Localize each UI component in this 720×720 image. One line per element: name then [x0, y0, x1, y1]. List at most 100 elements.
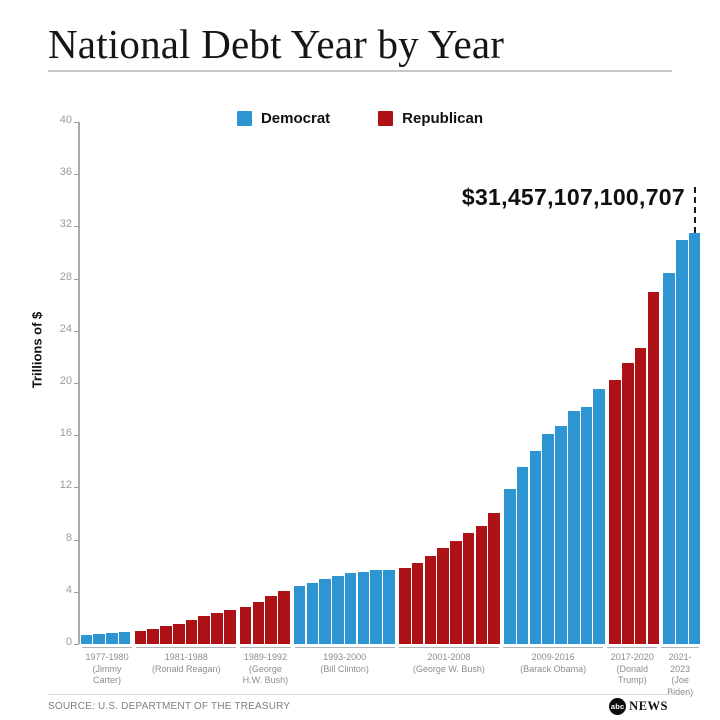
- bar-2011: [529, 451, 542, 644]
- bar-1978: [93, 633, 105, 644]
- y-tick-label-16: 16: [59, 427, 72, 440]
- bar-2014: [567, 411, 580, 644]
- y-tick-mark-20: [74, 383, 79, 384]
- bar-group-1993-2000: [293, 122, 395, 644]
- legend-item-democrat: Democrat: [236, 110, 330, 127]
- y-tick-label-8: 8: [65, 531, 72, 544]
- y-tick-mark-36: [74, 174, 79, 176]
- y-tick-label-20: 20: [59, 375, 72, 387]
- bar-1996: [332, 575, 344, 644]
- era-years: 2017-2020: [610, 652, 654, 662]
- era-years: 2009-2016: [531, 652, 575, 662]
- y-tick-label-0: 0: [65, 636, 72, 648]
- y-tick-label-28: 28: [59, 270, 72, 283]
- era-years: 1989-1992: [243, 652, 287, 662]
- bar-1981: [134, 630, 147, 644]
- legend-item-republican: Republican: [378, 110, 483, 127]
- bar-group-1977-1980: [80, 122, 131, 644]
- bar-group-1989-1992: [239, 122, 290, 644]
- bar-2010: [516, 467, 529, 644]
- y-axis-line: [78, 122, 80, 644]
- y-tick-mark-16: [74, 435, 79, 437]
- y-tick-mark-40: [74, 122, 79, 123]
- chart-legend: Democrat Republican: [0, 110, 720, 127]
- bar-1997: [344, 573, 357, 644]
- era-president: (Bill Clinton): [320, 663, 369, 674]
- y-tick-mark-28: [74, 278, 79, 280]
- bar-1994: [306, 582, 319, 644]
- bar-2003: [424, 555, 437, 644]
- x-axis-era-labels: 1977-1980 (Jimmy Carter) 1981-1988 (Ronald …: [80, 647, 701, 699]
- bar-1984: [172, 623, 185, 644]
- annotation-dashed-line: [693, 187, 696, 234]
- bar-2020: [647, 292, 660, 644]
- bar-1977: [80, 634, 93, 644]
- era-label-2017-2020: 2017-2020 (Donald Trump): [607, 647, 658, 699]
- legend-label: Republican: [402, 110, 484, 127]
- y-tick-mark-4: [74, 591, 79, 593]
- era-president: (Ronald Reagan): [151, 663, 221, 674]
- y-tick-label-40: 40: [59, 114, 72, 126]
- era-label-1989-1992: 1989-1992 (George H.W. Bush): [240, 647, 291, 699]
- bar-1995: [319, 579, 331, 644]
- debt-total-annotation: $31,457,107,100,707: [461, 184, 685, 210]
- legend-swatch-democrat: [236, 111, 252, 126]
- bar-1991: [265, 596, 277, 644]
- source-credit: SOURCE: U.S. DEPARTMENT OF THE TREASURY: [48, 701, 291, 712]
- y-tick-label-36: 36: [59, 166, 72, 179]
- bar-2009: [504, 488, 516, 644]
- abc-news-wordmark: NEWS: [629, 699, 668, 713]
- era-president: (Donald Trump): [616, 663, 649, 686]
- bar-group-2001-2008: [398, 122, 500, 644]
- bar-2004: [437, 547, 449, 644]
- page-title: National Debt Year by Year: [48, 21, 505, 67]
- era-president: (George H.W. Bush): [242, 663, 289, 686]
- bar-1985: [185, 620, 198, 644]
- y-tick-label-4: 4: [65, 583, 72, 596]
- y-tick-mark-0: [74, 644, 79, 645]
- y-tick-label-32: 32: [59, 218, 72, 231]
- bar-1979: [106, 633, 118, 644]
- era-label-1977-1980: 1977-1980 (Jimmy Carter): [82, 647, 133, 699]
- bar-1989: [239, 606, 252, 644]
- era-president: (Jimmy Carter): [92, 663, 122, 686]
- abc-logo-icon: abc: [609, 698, 627, 715]
- bar-2000: [383, 570, 395, 644]
- bar-2007: [475, 526, 488, 644]
- bar-2015: [580, 407, 593, 644]
- y-tick-mark-32: [74, 226, 79, 228]
- era-years: 1977-1980: [85, 652, 129, 662]
- bar-2022: [676, 240, 688, 644]
- bar-group-2009-2016: [504, 122, 606, 644]
- bar-1987: [211, 613, 223, 644]
- bar-1982: [147, 629, 159, 644]
- bar-2023: [688, 233, 701, 644]
- bar-2005: [450, 540, 462, 644]
- bar-2021: [663, 273, 675, 644]
- bar-1986: [198, 616, 211, 644]
- bar-group-2021-2023: [663, 122, 701, 644]
- bar-2012: [542, 434, 554, 644]
- era-president: (Joe Biden): [667, 675, 694, 698]
- bar-1993: [293, 586, 306, 644]
- era-label-2009-2016: 2009-2016 (Barack Obama): [503, 647, 604, 699]
- bar-plot-area: [80, 122, 701, 644]
- bar-group-1981-1988: [134, 122, 236, 644]
- bar-2001: [398, 568, 411, 644]
- era-years: 1993-2000: [323, 652, 367, 662]
- bar-2018: [621, 363, 634, 644]
- bar-1998: [357, 571, 370, 644]
- era-years: 1981-1988: [164, 652, 208, 662]
- era-label-1981-1988: 1981-1988 (Ronald Reagan): [136, 647, 237, 699]
- bar-1990: [252, 601, 265, 644]
- legend-swatch-republican: [378, 111, 394, 126]
- era-years: 2021-2023: [668, 652, 692, 674]
- era-president: (Barack Obama): [520, 663, 587, 674]
- bar-1980: [118, 632, 131, 644]
- y-tick-label-12: 12: [59, 479, 72, 492]
- era-label-2001-2008: 2001-2008 (George W. Bush): [398, 647, 499, 699]
- era-label-1993-2000: 1993-2000 (Bill Clinton): [294, 647, 395, 699]
- era-label-2021-2023: 2021-2023 (Joe Biden): [661, 647, 699, 699]
- abc-news-logo: abc NEWS: [609, 698, 668, 715]
- bar-1999: [370, 570, 383, 644]
